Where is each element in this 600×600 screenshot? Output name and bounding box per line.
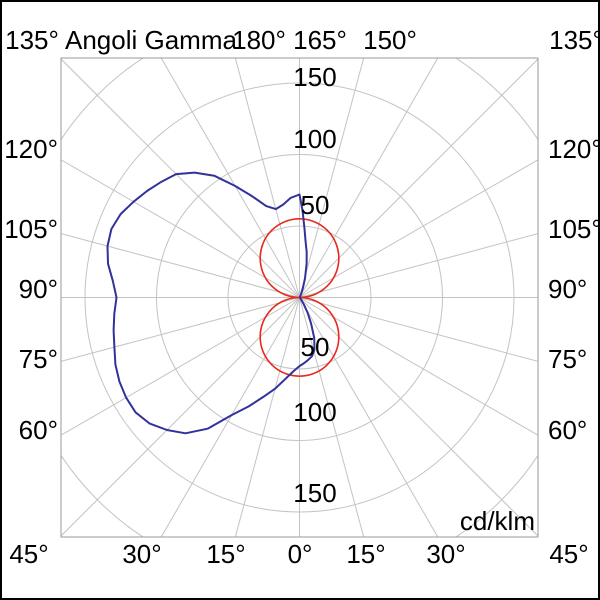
grid-spoke xyxy=(160,297,300,537)
unit-label: cd/klm xyxy=(460,506,535,536)
chart-title: Angoli Gamma xyxy=(65,25,237,55)
radial-tick-label: 100 xyxy=(293,397,336,427)
grid-spoke xyxy=(299,297,365,537)
grid-spoke xyxy=(299,297,439,537)
plot-border xyxy=(60,57,539,538)
gamma-label-bottom: 15° xyxy=(346,539,385,569)
intensity-curve xyxy=(106,171,316,435)
grid-spoke xyxy=(299,297,538,537)
gamma-label-right: 60° xyxy=(548,415,587,445)
gamma-label-top: 165° xyxy=(293,25,347,55)
grid-spoke xyxy=(299,297,538,436)
grid-spoke xyxy=(61,233,300,298)
gamma-label-bottom: 45° xyxy=(549,539,588,569)
gamma-label-left: 120° xyxy=(4,134,58,164)
gamma-label-bottom: 30° xyxy=(426,539,465,569)
grid-spoke xyxy=(299,58,365,298)
grid-spoke xyxy=(234,297,300,537)
radial-tick-label: 150 xyxy=(293,62,336,92)
gamma-label-bottom: 0° xyxy=(288,539,313,569)
grid-spoke xyxy=(234,58,300,298)
gamma-label-bottom: 15° xyxy=(206,539,245,569)
gamma-label-left: 105° xyxy=(4,214,58,244)
grid-spoke xyxy=(299,58,538,298)
radial-tick-label: 150 xyxy=(293,478,336,508)
gamma-label-left: 75° xyxy=(19,344,58,374)
grid-spoke xyxy=(299,58,439,298)
grid-spoke xyxy=(299,233,538,298)
radial-tick-label: 50 xyxy=(301,332,330,362)
grid-spoke xyxy=(299,159,538,298)
gamma-label-top: 135° xyxy=(549,25,598,55)
radial-tick-label: 50 xyxy=(301,190,330,220)
radial-tick-label: 100 xyxy=(293,124,336,154)
grid-spoke xyxy=(61,297,300,436)
grid-spoke xyxy=(61,297,300,537)
gamma-label-right: 105° xyxy=(548,214,598,244)
grid-spoke xyxy=(61,159,300,298)
grid-spoke xyxy=(61,58,300,298)
gamma-label-top: 180° xyxy=(232,25,286,55)
gamma-label-right: 75° xyxy=(548,344,587,374)
gamma-label-left: 60° xyxy=(19,415,58,445)
gamma-label-right: 90° xyxy=(548,274,587,304)
gamma-label-top: 150° xyxy=(363,25,417,55)
grid-spoke xyxy=(299,297,538,362)
gamma-label-bottom: 45° xyxy=(9,539,48,569)
gamma-label-bottom: 30° xyxy=(122,539,161,569)
gamma-label-left: 90° xyxy=(19,274,58,304)
gamma-label-top: 135° xyxy=(5,25,59,55)
gamma-label-right: 120° xyxy=(548,134,598,164)
grid-spoke xyxy=(160,58,300,298)
grid-spoke xyxy=(61,297,300,362)
